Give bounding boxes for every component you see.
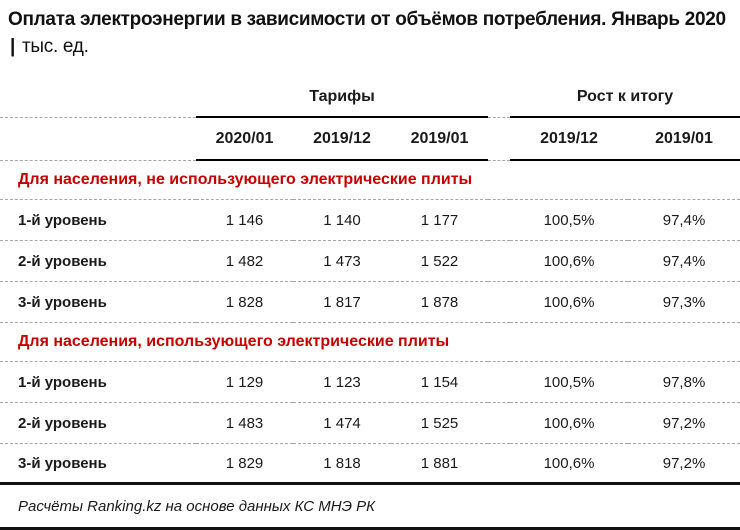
table-row: 1-й уровень 1 146 1 140 1 177 100,5% 97,… xyxy=(0,199,740,241)
tariff-value: 1 146 xyxy=(196,199,293,241)
column-header-row: 2020/01 2019/12 2019/01 2019/12 2019/01 xyxy=(0,117,740,161)
tariff-value: 1 817 xyxy=(293,281,391,323)
growth-value: 100,6% xyxy=(510,402,629,444)
table-row: 3-й уровень 1 829 1 818 1 881 100,6% 97,… xyxy=(0,443,740,485)
tariff-value: 1 140 xyxy=(293,199,391,241)
col-header-growth-2019-01: 2019/01 xyxy=(628,117,740,161)
table-row: 2-й уровень 1 482 1 473 1 522 100,6% 97,… xyxy=(0,240,740,282)
tariffs-table: Тарифы Рост к итогу 2020/01 2019/12 2019… xyxy=(0,61,740,530)
section-title: Для населения, использующего электрическ… xyxy=(0,322,740,362)
row-label: 3-й уровень xyxy=(0,281,196,323)
tariff-value: 1 154 xyxy=(391,361,489,403)
column-gap xyxy=(488,281,511,323)
tariff-value: 1 828 xyxy=(196,281,293,323)
tariff-value: 1 525 xyxy=(391,402,489,444)
table-row: 1-й уровень 1 129 1 123 1 154 100,5% 97,… xyxy=(0,361,740,403)
col-header-2019-01: 2019/01 xyxy=(391,117,489,161)
source-note: Расчёты Ranking.kz на основе данных КС М… xyxy=(0,483,740,530)
tariff-value: 1 177 xyxy=(391,199,489,241)
page-title: Оплата электроэнергии в зависимости от о… xyxy=(0,0,740,60)
table-row: 2-й уровень 1 483 1 474 1 525 100,6% 97,… xyxy=(0,402,740,444)
growth-value: 100,5% xyxy=(510,199,629,241)
growth-value: 100,5% xyxy=(510,361,629,403)
group-header-row: Тарифы Рост к итогу xyxy=(0,61,740,118)
growth-value: 97,8% xyxy=(628,361,740,403)
tariff-value: 1 818 xyxy=(293,443,391,485)
growth-value: 97,3% xyxy=(628,281,740,323)
row-label: 2-й уровень xyxy=(0,402,196,444)
group-header-growth: Рост к итогу xyxy=(510,61,740,118)
page-title-text: Оплата электроэнергии в зависимости от о… xyxy=(8,9,726,30)
title-separator: | xyxy=(10,36,16,57)
col-header-2019-12: 2019/12 xyxy=(293,117,391,161)
group-header-tariffs: Тарифы xyxy=(196,61,489,118)
tariff-value: 1 483 xyxy=(196,402,293,444)
group-header-spacer xyxy=(0,61,196,118)
title-unit: тыс. ед. xyxy=(22,36,89,57)
tariff-value: 1 881 xyxy=(391,443,489,485)
source-note-row: Расчёты Ranking.kz на основе данных КС М… xyxy=(0,483,740,530)
group-gap xyxy=(488,61,511,118)
growth-value: 97,4% xyxy=(628,199,740,241)
growth-value: 97,4% xyxy=(628,240,740,282)
column-gap xyxy=(488,361,511,403)
column-gap xyxy=(488,402,511,444)
col-header-2020-01: 2020/01 xyxy=(196,117,293,161)
tariff-value: 1 473 xyxy=(293,240,391,282)
table-row: 3-й уровень 1 828 1 817 1 878 100,6% 97,… xyxy=(0,281,740,323)
growth-value: 100,6% xyxy=(510,443,629,485)
row-label: 1-й уровень xyxy=(0,361,196,403)
tariff-value: 1 482 xyxy=(196,240,293,282)
row-label: 1-й уровень xyxy=(0,199,196,241)
tariff-value: 1 878 xyxy=(391,281,489,323)
col-header-growth-2019-12: 2019/12 xyxy=(510,117,629,161)
column-header-spacer xyxy=(0,117,196,161)
tariff-value: 1 129 xyxy=(196,361,293,403)
column-gap xyxy=(488,443,511,485)
row-label: 3-й уровень xyxy=(0,443,196,485)
tariff-value: 1 474 xyxy=(293,402,391,444)
row-label: 2-й уровень xyxy=(0,240,196,282)
tariff-value: 1 522 xyxy=(391,240,489,282)
column-header-gap xyxy=(488,117,511,161)
growth-value: 97,2% xyxy=(628,402,740,444)
section-header-with-stoves: Для населения, использующего электрическ… xyxy=(0,322,740,362)
growth-value: 97,2% xyxy=(628,443,740,485)
tariff-value: 1 123 xyxy=(293,361,391,403)
column-gap xyxy=(488,199,511,241)
section-header-no-stoves: Для населения, не использующего электрич… xyxy=(0,160,740,200)
growth-value: 100,6% xyxy=(510,240,629,282)
tariff-value: 1 829 xyxy=(196,443,293,485)
column-gap xyxy=(488,240,511,282)
section-title: Для населения, не использующего электрич… xyxy=(0,160,740,200)
growth-value: 100,6% xyxy=(510,281,629,323)
